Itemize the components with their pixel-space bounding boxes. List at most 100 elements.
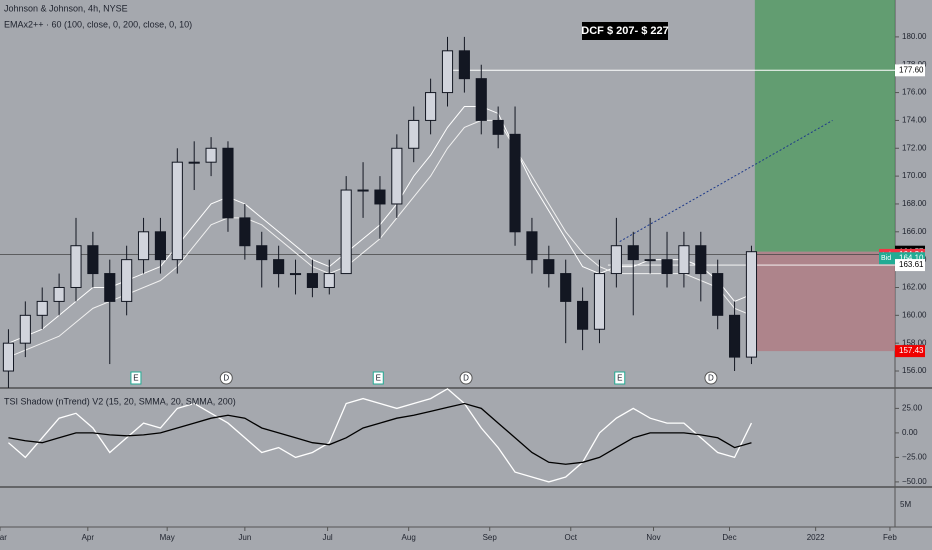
symbol-title: Johnson & Johnson, 4h, NYSE <box>4 3 128 13</box>
event-label: E <box>133 374 138 383</box>
candle-body <box>526 231 538 261</box>
candle-body <box>289 273 302 276</box>
x-tick-label: Sep <box>483 533 498 542</box>
trend-line <box>619 119 833 242</box>
candle-body <box>593 273 606 330</box>
candle-body <box>712 273 724 316</box>
candle-body <box>627 245 639 261</box>
candle-body <box>205 147 217 163</box>
y-tick-label: 176.00 <box>902 88 927 97</box>
x-tick-label: Apr <box>82 533 95 542</box>
tsi-pane: 25.00 0.00 −25.00 −50.00 <box>8 387 927 486</box>
candle-body <box>374 189 386 205</box>
x-tick-label: May <box>160 533 175 542</box>
event-label: E <box>376 374 381 383</box>
y-tick-label: −50.00 <box>902 477 927 486</box>
candle-body <box>458 50 470 80</box>
candle-body <box>53 286 65 302</box>
y-tick-label: 0.00 <box>902 428 918 437</box>
candle-body <box>36 300 48 316</box>
candle-body <box>171 161 183 261</box>
y-tick-label: 25.00 <box>902 403 923 412</box>
event-label: D <box>708 374 714 383</box>
candle-body <box>306 273 318 288</box>
event-icon <box>704 371 718 385</box>
candle-body <box>577 300 589 330</box>
y-tick-label: 156.00 <box>902 366 927 375</box>
price-label-box <box>895 345 925 358</box>
y-tick-label: 166.00 <box>902 227 927 236</box>
tsi-title: TSI Shadow (nTrend) V2 (15, 20, SMMA, 20… <box>4 396 236 406</box>
event-icon <box>130 371 142 385</box>
y-tick-label: 162.00 <box>902 283 927 292</box>
event-icon <box>459 371 473 385</box>
candle-body <box>425 92 437 121</box>
candle-body <box>695 245 707 275</box>
candle-body <box>154 231 166 261</box>
candle-body <box>408 119 420 149</box>
event-label: D <box>223 374 229 383</box>
x-tick-label: Nov <box>646 533 660 542</box>
candle-body <box>391 147 403 205</box>
series-line <box>8 119 752 358</box>
price-label: 164.10 <box>899 253 924 262</box>
y-tick-label: 158.00 <box>902 338 927 347</box>
price-label: 163.61 <box>899 260 924 269</box>
candle-body <box>644 259 656 262</box>
x-tick-label: Feb <box>883 533 897 542</box>
price-label-tag <box>879 252 895 265</box>
volume-label: 5M <box>900 500 911 509</box>
candle-body <box>2 342 15 372</box>
candle-body <box>19 314 31 344</box>
y-tick-label: 174.00 <box>902 116 927 125</box>
candle-body <box>661 259 673 275</box>
y-tick-label: −25.00 <box>902 453 927 462</box>
candle-body <box>256 245 268 261</box>
candle-body <box>357 189 369 192</box>
y-tick-label: 170.00 <box>902 171 927 180</box>
price-label-box <box>895 259 925 272</box>
price-label: 177.60 <box>899 65 924 74</box>
annotation: DCF $ 207- $ 227 <box>581 25 668 37</box>
candle-body <box>492 119 504 135</box>
candle-body <box>273 259 285 275</box>
annotation-box <box>582 22 668 40</box>
y-tick-label: 160.00 <box>902 310 927 319</box>
price-label-name: Bid <box>881 255 891 262</box>
x-tick-label: Aug <box>402 533 416 542</box>
x-tick-label: 2022 <box>807 533 825 542</box>
y-tick-label: 180.00 <box>902 32 927 41</box>
candle-body <box>745 251 758 358</box>
candle-body <box>239 217 251 247</box>
candle-body <box>610 245 622 275</box>
candle-body <box>441 50 454 94</box>
candle-body <box>543 259 555 275</box>
event-label: D <box>463 374 469 383</box>
x-tick-label: Dec <box>722 533 736 542</box>
event-label: E <box>617 374 622 383</box>
x-tick-label: Jun <box>238 533 251 542</box>
candle-body <box>104 273 116 302</box>
event-icon <box>219 371 233 385</box>
indicator-title: EMAx2++ · 60 (100, close, 0, 200, close,… <box>4 19 192 29</box>
candle-body <box>509 133 521 233</box>
candle-body <box>137 231 150 261</box>
candle-body <box>475 78 487 121</box>
candle-body <box>87 245 99 275</box>
event-icon <box>372 371 384 385</box>
x-tick-label: Oct <box>565 533 578 542</box>
candle-body <box>560 273 572 302</box>
price-label-box <box>895 64 925 77</box>
y-tick-label: 168.00 <box>902 199 927 208</box>
candle-body <box>323 273 335 288</box>
x-tick-label: Mar <box>0 533 7 542</box>
candle-body <box>188 161 200 164</box>
x-tick-label: Jul <box>322 533 332 542</box>
candle-body <box>70 245 82 288</box>
candle-body <box>222 147 234 219</box>
candle-body <box>678 245 690 275</box>
candle-body <box>729 314 741 358</box>
y-tick-label: 172.00 <box>902 143 927 152</box>
